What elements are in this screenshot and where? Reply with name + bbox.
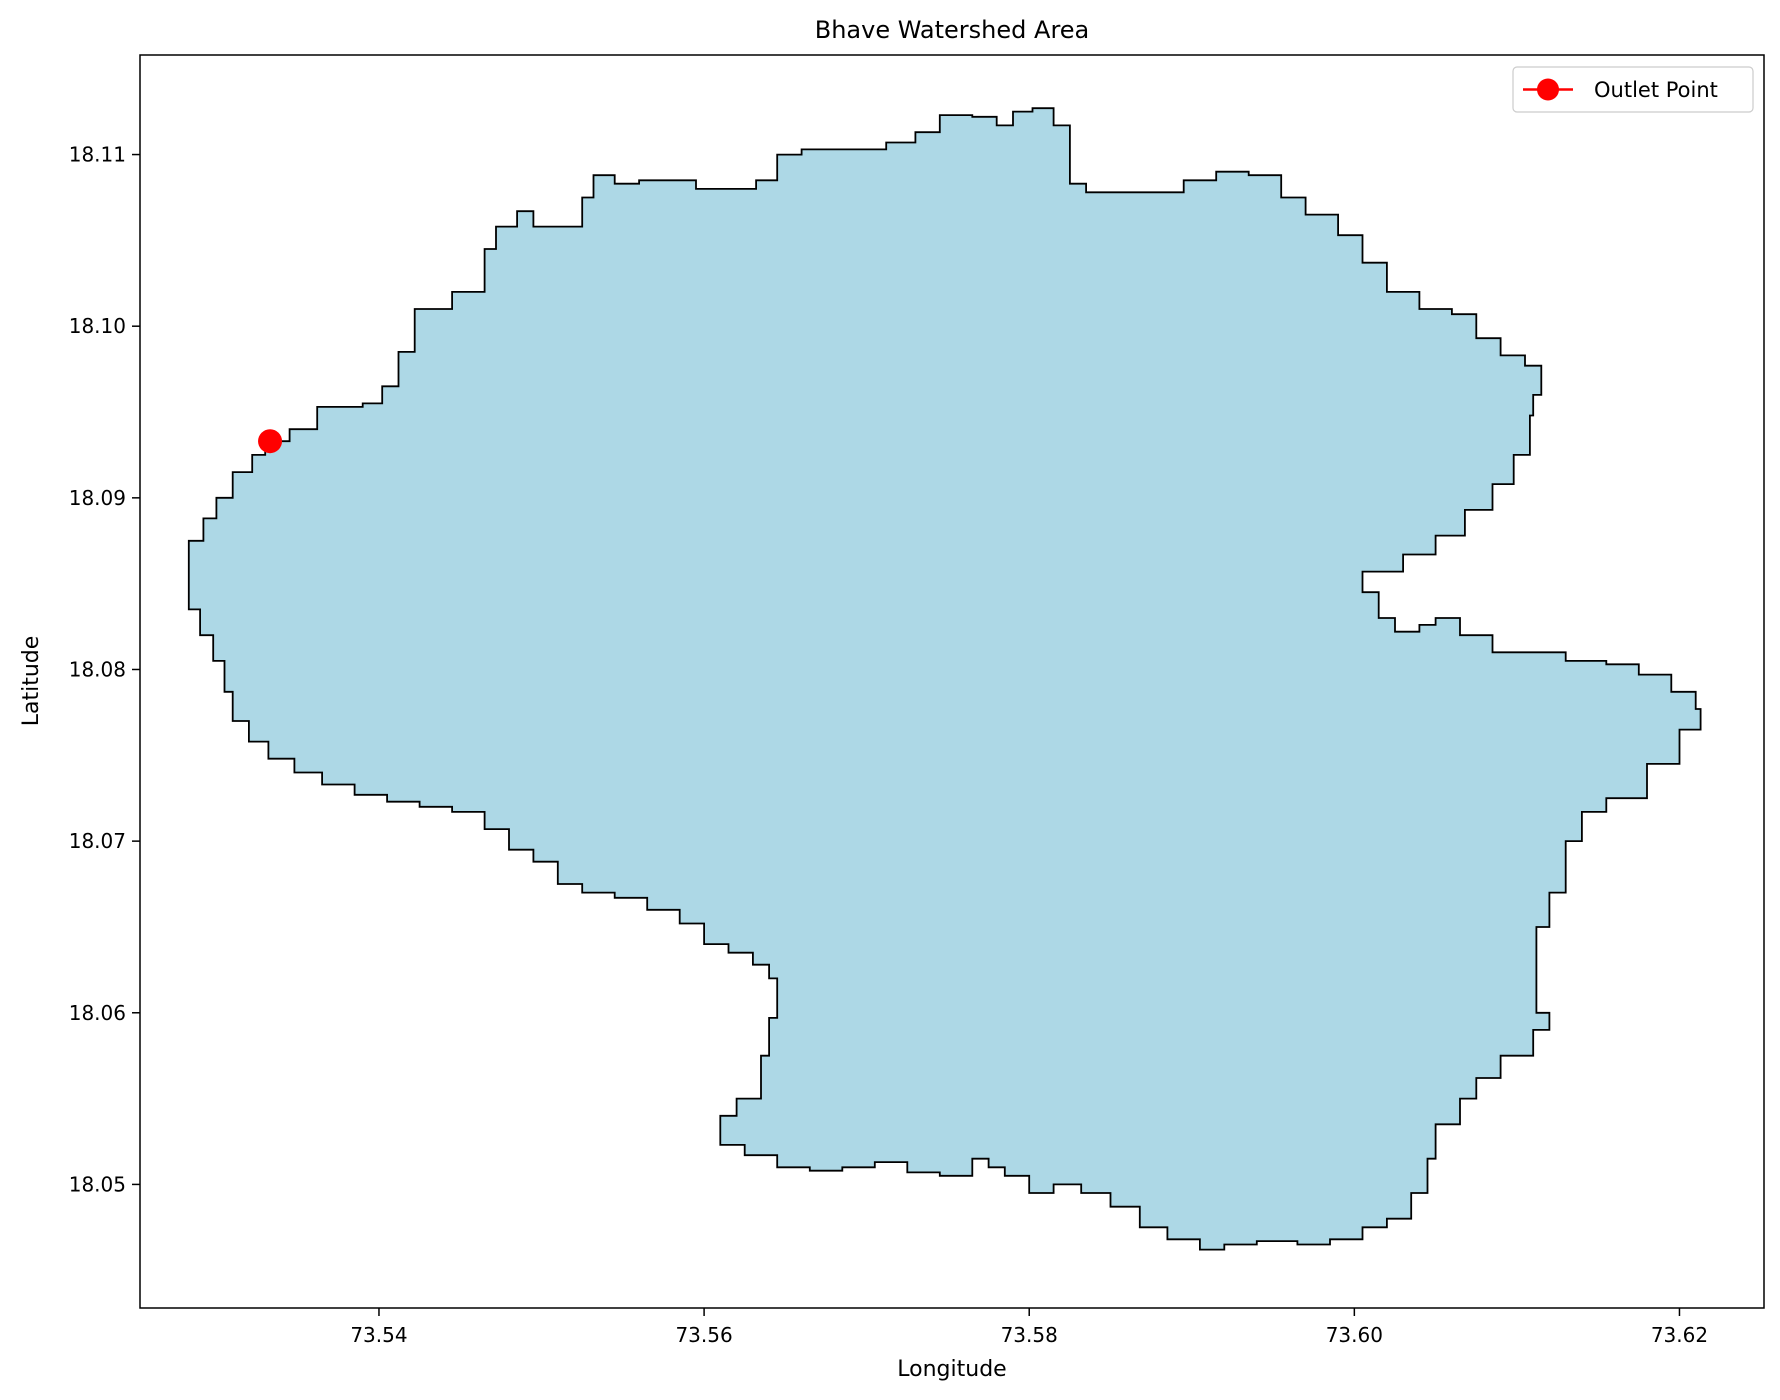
y-tick-label: 18.10 [69, 314, 126, 338]
legend-outlet-marker [1537, 78, 1559, 101]
y-tick-label: 18.09 [69, 486, 126, 510]
y-tick-label: 18.05 [69, 1172, 126, 1196]
x-axis-ticks: 73.54 73.56 73.58 73.60 73.62 [350, 1308, 1708, 1347]
y-tick-label: 18.07 [69, 829, 126, 853]
watershed-polygon [187, 107, 1702, 1251]
y-tick-label: 18.11 [69, 143, 126, 167]
plot-area [187, 107, 1702, 1251]
y-tick-label: 18.06 [69, 1001, 126, 1025]
x-tick-label: 73.60 [1326, 1323, 1383, 1347]
x-axis-label: Longitude [897, 1357, 1006, 1382]
axes-frame [139, 54, 1765, 1309]
y-axis-ticks: 18.05 18.06 18.07 18.08 18.09 18.10 18.11 [69, 143, 140, 1196]
legend-outlet-label: Outlet Point [1594, 78, 1718, 102]
legend: Outlet Point [1512, 66, 1754, 113]
outlet-point-marker [258, 429, 283, 454]
x-tick-label: 73.62 [1651, 1323, 1708, 1347]
y-tick-label: 18.08 [69, 657, 126, 681]
chart-title: Bhave Watershed Area [815, 16, 1090, 44]
x-tick-label: 73.54 [350, 1323, 407, 1347]
legend-box [1512, 66, 1754, 113]
y-axis-label: Latitude [19, 636, 44, 727]
x-tick-label: 73.58 [1001, 1323, 1058, 1347]
x-tick-label: 73.56 [675, 1323, 732, 1347]
